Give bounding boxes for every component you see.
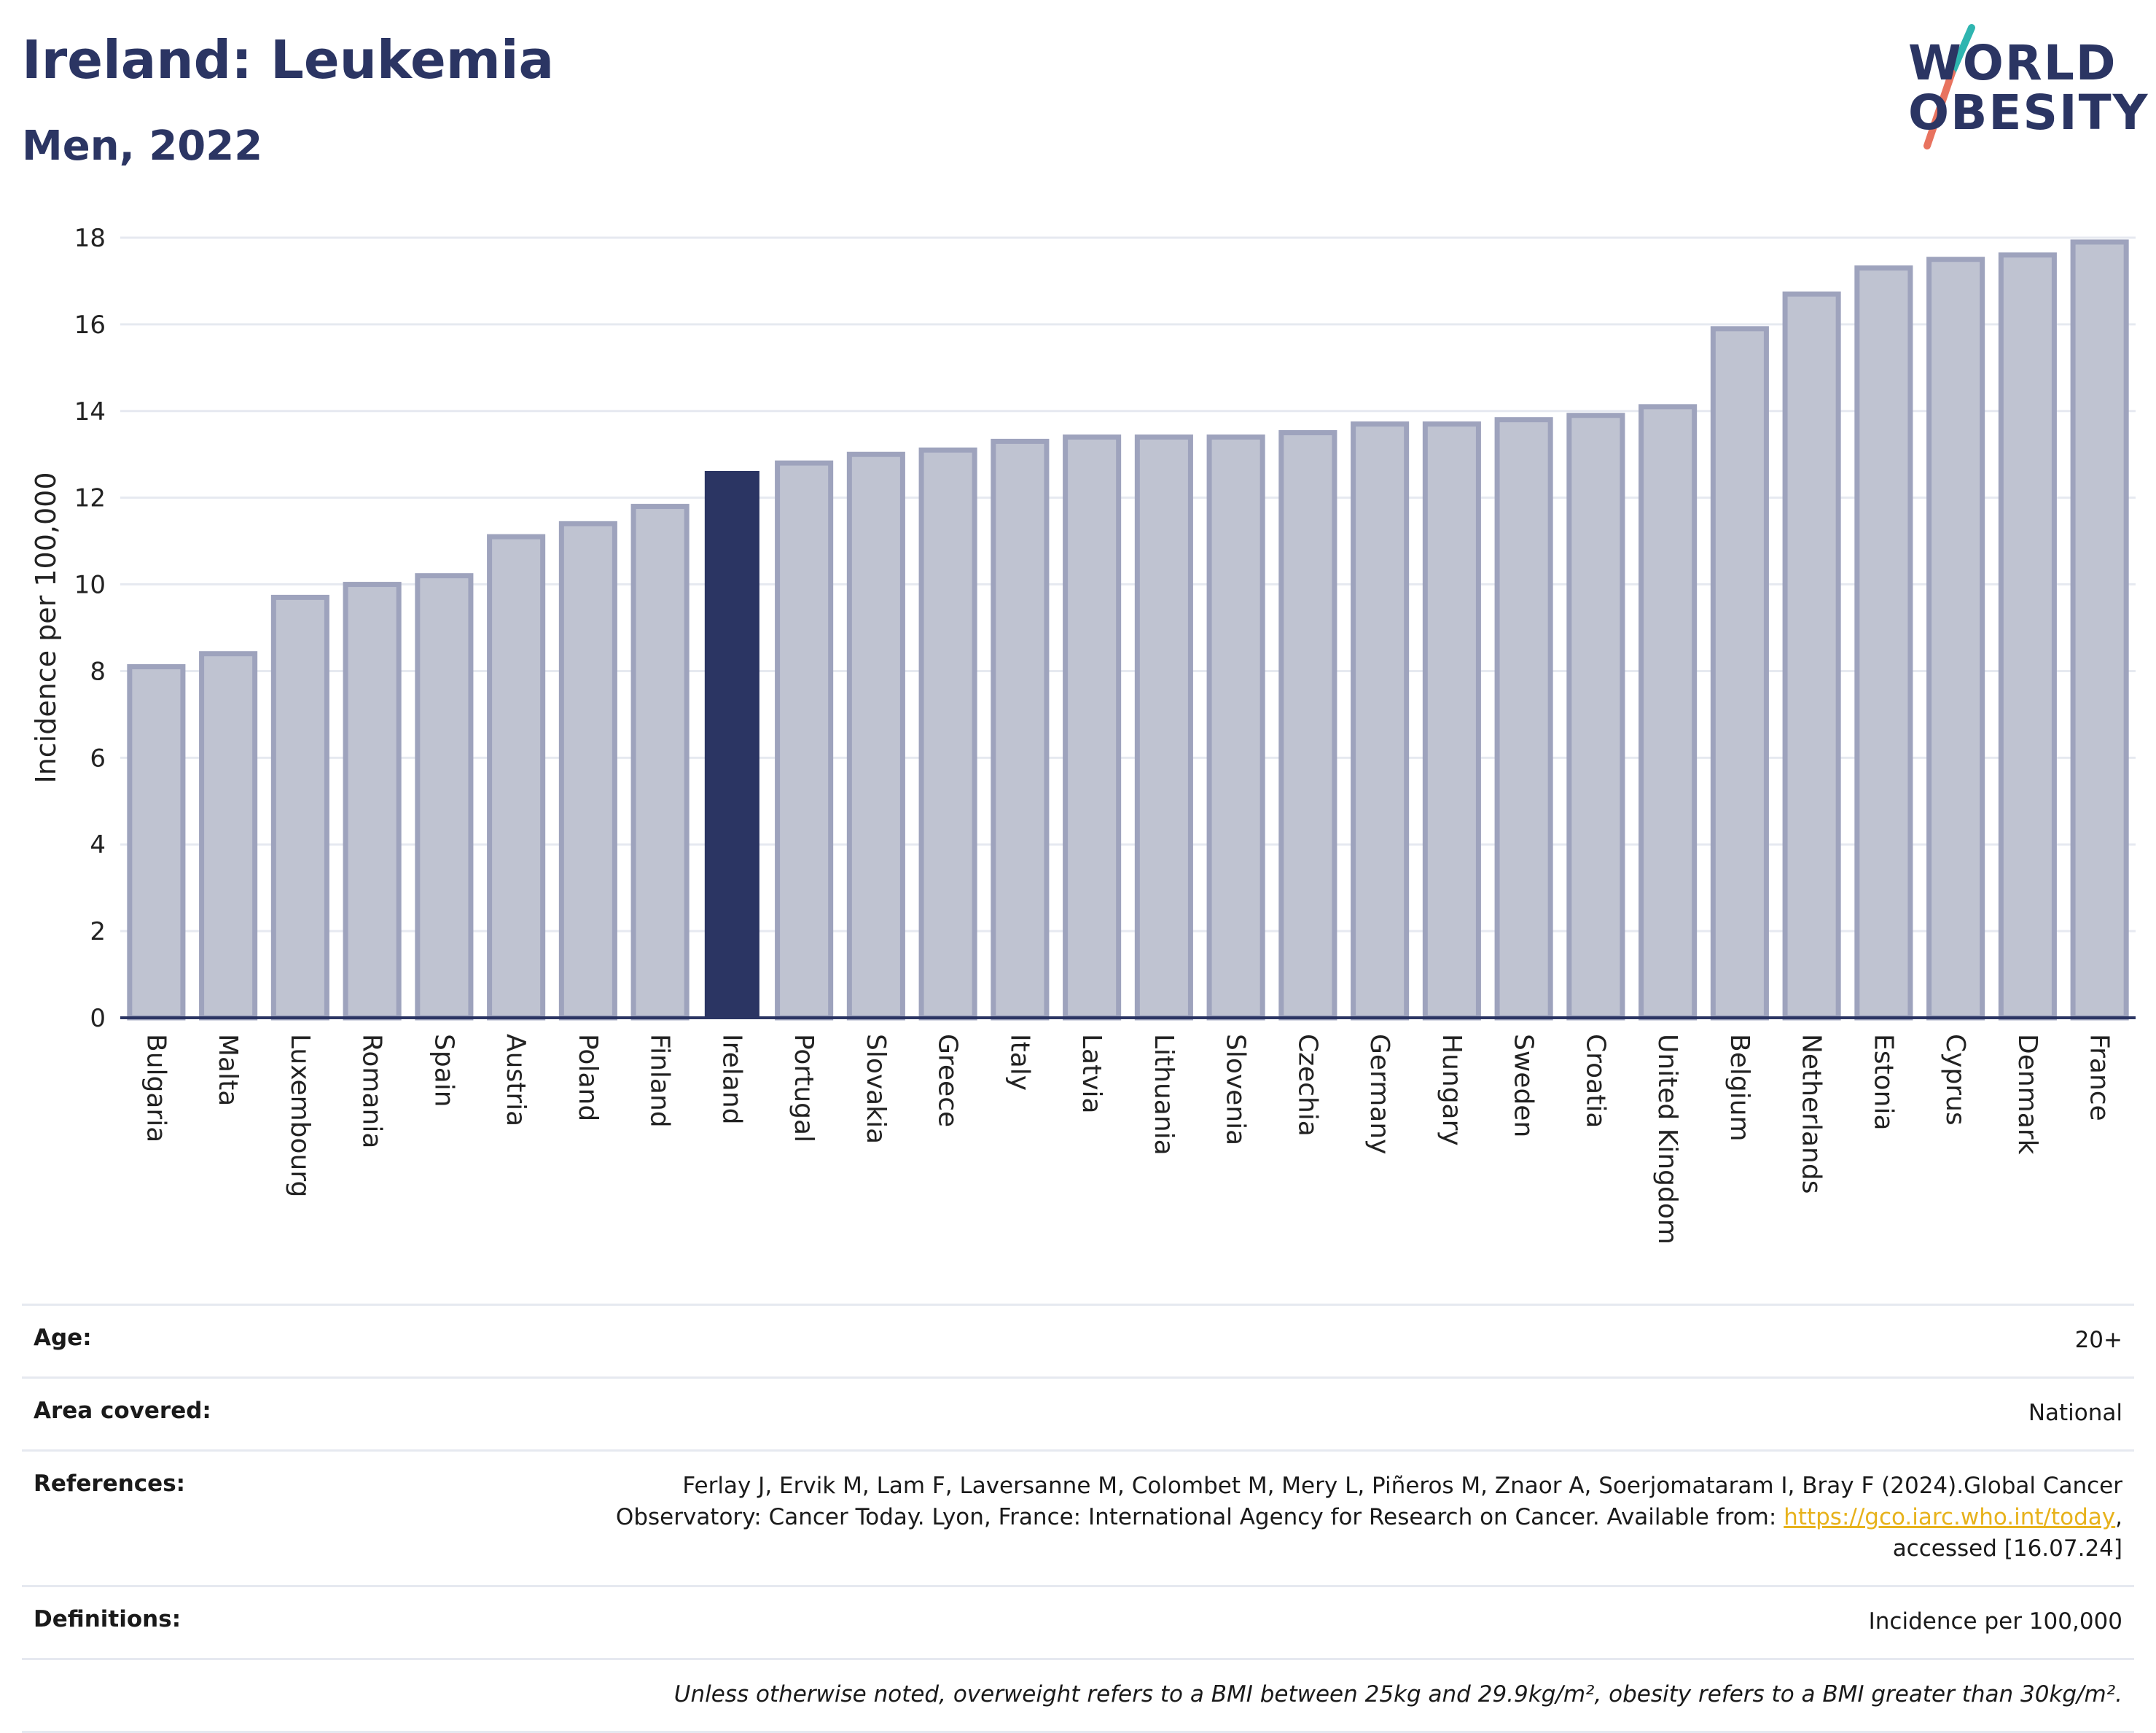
bar-portugal <box>775 460 834 1021</box>
bar-lithuania <box>1134 434 1193 1021</box>
bar-luxembourg <box>270 594 329 1021</box>
y-tick-label: 16 <box>74 311 106 340</box>
bmi-note: Unless otherwise noted, overweight refer… <box>673 1681 2122 1707</box>
x-tick-label: Slovakia <box>861 1034 891 1144</box>
y-tick-label: 2 <box>90 917 106 946</box>
area-value: National <box>2028 1400 2122 1426</box>
area-label: Area covered: <box>34 1398 211 1424</box>
x-tick-label: Croatia <box>1580 1034 1610 1128</box>
bar-croatia <box>1566 413 1625 1021</box>
x-tick-label: Latvia <box>1077 1034 1106 1114</box>
x-tick-label: France <box>2085 1034 2114 1121</box>
y-tick-label: 8 <box>90 657 106 686</box>
references-tail: , accessed [16.07.24] <box>1892 1504 2122 1562</box>
x-tick-label: Ireland <box>716 1034 746 1125</box>
bar-finland <box>630 504 690 1021</box>
logo-slash-icon <box>1923 24 1975 149</box>
bar-bulgaria <box>127 664 186 1021</box>
x-tick-label: Poland <box>573 1034 603 1121</box>
age-label: Age: <box>34 1325 92 1351</box>
references-link[interactable]: https://gco.iarc.who.int/today <box>1784 1504 2116 1530</box>
bar-chart: 0 2 4 6 8 10 12 14 16 18 Incidence per 100,000 Bulg… <box>30 224 2136 1245</box>
bar-italy <box>991 438 1050 1021</box>
bar-slovenia <box>1206 434 1265 1021</box>
x-tick-label: Greece <box>933 1034 963 1127</box>
x-tick-label: Portugal <box>789 1034 819 1142</box>
x-tick-label: Sweden <box>1509 1034 1539 1137</box>
x-tick-label: Cyprus <box>1940 1034 1970 1126</box>
references-value: Ferlay J, Ervik M, Lam F, Laversanne M, … <box>577 1471 2122 1565</box>
page-title: Ireland: Leukemia <box>22 29 555 90</box>
info-row-definitions: Definitions: Incidence per 100,000 <box>22 1585 2134 1658</box>
y-tick-label: 12 <box>74 484 106 513</box>
y-tick-label: 6 <box>90 744 106 773</box>
bar-czechia <box>1278 430 1337 1021</box>
definitions-label: Definitions: <box>34 1606 181 1632</box>
y-tick-label: 14 <box>74 397 106 427</box>
world-obesity-logo: WORLD OBESITY <box>1895 22 2147 153</box>
bar-greece <box>918 447 977 1021</box>
bar-hungary <box>1422 421 1481 1021</box>
definitions-value: Incidence per 100,000 <box>1868 1608 2122 1635</box>
x-tick-label: Estonia <box>1868 1034 1898 1131</box>
bar-austria <box>487 534 546 1021</box>
references-text: Ferlay J, Ervik M, Lam F, Laversanne M, … <box>615 1473 2122 1530</box>
x-tick-label: Austria <box>501 1034 531 1126</box>
y-tick-label: 0 <box>90 1004 106 1033</box>
x-tick-label: Hungary <box>1437 1034 1466 1146</box>
x-tick-label: Spain <box>429 1034 458 1107</box>
bar-cyprus <box>1926 257 1985 1021</box>
info-row-age: Age: 20+ <box>22 1304 2134 1376</box>
bar-poland <box>558 521 617 1021</box>
y-tick-label: 18 <box>74 224 106 253</box>
x-tick-label: Germany <box>1364 1034 1394 1154</box>
x-tick-label: Bulgaria <box>141 1034 171 1142</box>
bar-france <box>2070 239 2129 1021</box>
bar-slovakia <box>846 451 905 1021</box>
bar-sweden <box>1494 417 1553 1021</box>
x-tick-label: Czechia <box>1292 1034 1322 1137</box>
bar-estonia <box>1854 265 1913 1021</box>
y-tick-label: 10 <box>74 571 106 600</box>
age-value: 20+ <box>2074 1327 2122 1353</box>
bar-denmark <box>1998 252 2057 1021</box>
y-tick-label: 4 <box>90 830 106 860</box>
logo-line-1: WORLD <box>1908 35 2117 91</box>
x-tick-label: Denmark <box>2012 1034 2042 1155</box>
x-tick-label: Malta <box>213 1034 243 1106</box>
x-tick-label: Luxembourg <box>285 1034 315 1197</box>
y-axis-label: Incidence per 100,000 <box>30 472 62 783</box>
info-row-note: Unless otherwise noted, overweight refer… <box>22 1658 2134 1733</box>
bar-ireland <box>704 471 759 1019</box>
x-tick-label: Italy <box>1004 1034 1034 1091</box>
x-tick-label: Lithuania <box>1149 1034 1179 1156</box>
bar-spain <box>415 573 474 1021</box>
references-label: References: <box>34 1471 186 1497</box>
bar-germany <box>1351 421 1410 1021</box>
x-tick-label: Romania <box>357 1034 387 1148</box>
x-tick-label: United Kingdom <box>1652 1034 1682 1245</box>
bar-latvia <box>1063 434 1122 1021</box>
bar-romania <box>343 582 402 1021</box>
page-subtitle: Men, 2022 <box>22 122 263 170</box>
bar-united-kingdom <box>1639 404 1698 1021</box>
info-row-area: Area covered: National <box>22 1376 2134 1449</box>
info-row-references: References: Ferlay J, Ervik M, Lam F, La… <box>22 1449 2134 1585</box>
x-tick-label: Slovenia <box>1221 1034 1251 1145</box>
x-tick-label: Netherlands <box>1797 1034 1827 1193</box>
x-tick-label: Finland <box>645 1034 675 1128</box>
bar-netherlands <box>1782 291 1841 1021</box>
bar-malta <box>199 651 258 1021</box>
info-table: Age: 20+ Area covered: National Referenc… <box>22 1304 2134 1733</box>
x-tick-label: Belgium <box>1725 1034 1754 1142</box>
bar-belgium <box>1710 326 1769 1021</box>
logo-line-2: OBESITY <box>1908 85 2149 141</box>
